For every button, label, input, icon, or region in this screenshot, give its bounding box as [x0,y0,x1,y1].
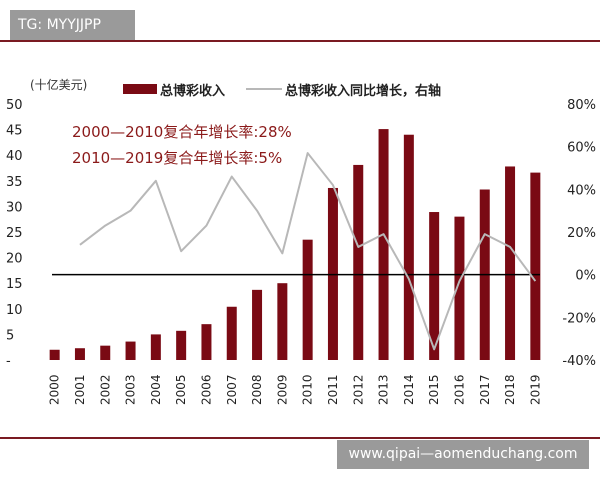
y-right-tick-label: 60% [567,141,596,156]
x-tick-label: 2014 [402,374,416,405]
y-left-tick-label: 40 [6,149,23,164]
legend-bar-swatch [123,84,157,94]
bar-2013 [378,129,389,360]
bar-2004 [150,334,161,360]
y-left-tick-label: 15 [6,277,23,292]
x-tick-label: 2008 [250,374,264,405]
bar-2018 [505,166,516,360]
growth-line-group [79,152,537,351]
watermark-badge: www.qipai—aomenduchang.com [337,440,589,469]
bar-2000 [49,349,60,360]
annotation-cagr-2010-2019: 2010—2019复合年增长率:5% [72,149,282,167]
x-tick-label: 2011 [326,374,340,405]
bar-2005 [176,330,187,360]
bar-2014 [403,134,414,360]
legend-line-label: 总博彩收入同比增长，右轴 [285,83,441,99]
y-right-tick-label: -40% [562,354,596,369]
bar-2019 [530,172,541,360]
legend-bar-label: 总博彩收入 [160,83,225,99]
top-rule [0,40,600,42]
bar-2008 [252,289,263,360]
bar-2006 [201,324,212,360]
tag-badge: TG: MYYJJPP [10,10,135,40]
x-axis: 2000 2001 2002 2003 2004 2005 2006 2007 2008 2009… [48,374,543,405]
x-tick-label: 2001 [73,374,87,405]
x-tick-label: 2019 [528,374,542,405]
x-tick-label: 2006 [199,374,213,405]
y-right-tick-label: 80% [567,98,596,113]
x-tick-label: 2005 [174,374,188,405]
y-left-tick-label: 10 [6,303,23,318]
bar-2015 [429,212,440,360]
bar-2012 [353,164,364,360]
x-tick-label: 2000 [48,374,62,405]
x-tick-label: 2012 [351,374,365,405]
x-tick-label: 2009 [275,374,289,405]
bar-2007 [226,306,237,360]
y-left-axis: - 5 10 15 20 25 30 35 40 45 50 [6,98,23,369]
y-left-tick-label: 50 [6,98,23,113]
bar-2001 [74,348,85,360]
x-tick-label: 2016 [452,374,466,405]
growth-line [79,152,537,351]
unit-label: (十亿美元) [30,77,87,92]
y-right-tick-label: -20% [562,311,596,326]
legend: 总博彩收入 总博彩收入同比增长，右轴 [123,83,441,99]
y-right-tick-label: 20% [567,226,596,241]
bar-2003 [125,341,136,360]
y-left-tick-label: 35 [6,175,23,190]
x-tick-label: 2018 [503,374,517,405]
annotation-cagr-2000-2010: 2000—2010复合年增长率:28% [72,123,292,141]
x-tick-label: 2003 [124,374,138,405]
bar-2010 [302,239,313,360]
x-tick-label: 2015 [427,374,441,405]
x-tick-label: 2007 [225,374,239,405]
bar-2002 [100,345,111,360]
y-right-tick-label: 0% [575,269,596,284]
y-left-tick-label: 25 [6,226,23,241]
x-tick-label: 2004 [149,374,163,405]
x-tick-label: 2010 [301,374,315,405]
bar-2009 [277,283,288,360]
y-left-tick-label: - [6,354,11,369]
y-left-tick-label: 30 [6,200,23,215]
bar-2016 [454,216,465,360]
y-left-tick-label: 20 [6,252,23,267]
y-right-tick-label: 40% [567,183,596,198]
y-left-tick-label: 45 [6,124,23,139]
x-tick-label: 2002 [98,374,112,405]
y-right-axis: -40% -20% 0% 20% 40% 60% 80% [562,98,596,369]
y-left-tick-label: 5 [6,328,14,343]
x-tick-label: 2013 [377,374,391,405]
bottom-rule [0,437,600,439]
x-tick-label: 2017 [478,374,492,405]
